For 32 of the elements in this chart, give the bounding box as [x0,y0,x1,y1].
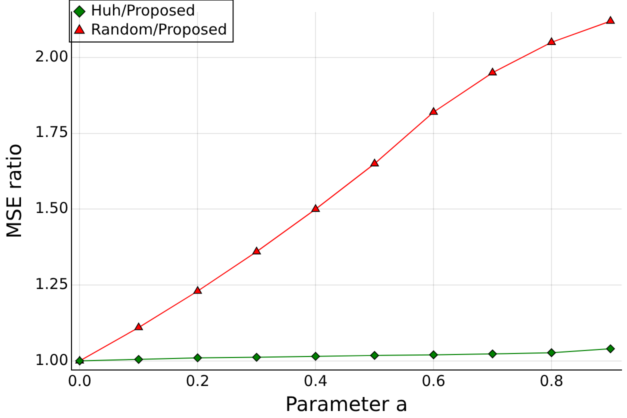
y-tick-label: 2.00 [34,47,68,66]
x-tick-label: 0.6 [422,372,446,390]
legend-label: Random/Proposed [90,20,228,38]
x-tick-label: 0.8 [540,372,564,390]
point [547,348,556,358]
x-axis-title: Parameter a [285,392,408,416]
x-tick-label: 0.4 [304,372,328,390]
point [134,322,143,330]
point [606,344,615,354]
point [193,353,202,362]
point [134,354,144,364]
legend-label: Huh/Proposed [90,1,196,20]
y-axis-title: MSE ratio [2,143,26,239]
point [488,68,497,76]
y-tick-label: 1.75 [34,123,68,142]
x-tick-label: 0.2 [186,372,210,390]
point [429,350,438,360]
y-tick-label: 1.25 [34,274,68,293]
point [606,16,615,24]
point [193,286,202,294]
point [370,351,379,360]
point [370,158,379,166]
y-tick-label: 1.50 [34,199,68,218]
point [252,352,261,362]
x-tick-label: 0.0 [68,372,92,390]
point [252,246,261,254]
point [488,350,497,358]
point [547,37,556,45]
point [429,107,438,115]
point [311,204,320,212]
y-tick-label: 1.00 [34,350,68,369]
point [311,352,320,361]
